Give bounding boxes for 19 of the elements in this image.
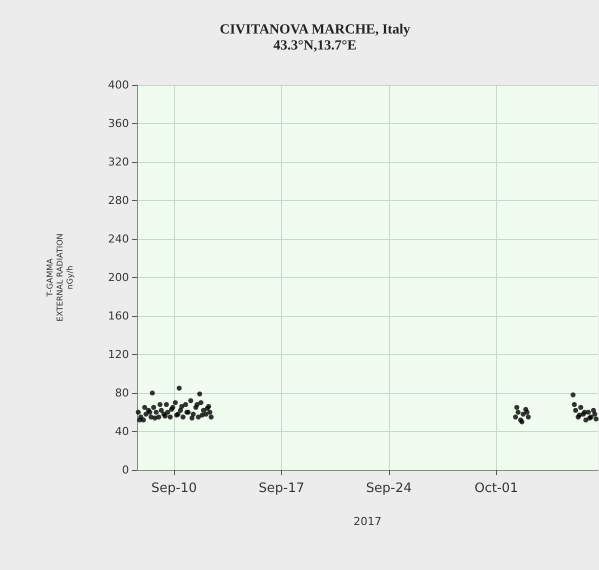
y-tick-label: 360 [108, 117, 129, 130]
x-axis-title: 2017 [354, 515, 382, 528]
y-tick-label: 120 [108, 348, 129, 361]
y-tick-label: 280 [108, 194, 129, 207]
y-tick-label: 0 [122, 464, 129, 476]
x-tick-label: Sep-24 [366, 481, 412, 496]
x-tick-label: Sep-17 [258, 481, 304, 496]
x-tick-label: Oct-01 [474, 481, 518, 496]
y-tick-label: 200 [108, 271, 129, 284]
x-tick-label: Sep-10 [151, 481, 197, 496]
y-axis-title: T-GAMMA EXTERNAL RADIATION nGy/h [46, 234, 74, 322]
y-tick-label: 240 [108, 232, 129, 246]
y-tick-label: 400 [108, 78, 129, 92]
chart-title: CIVITANOVA MARCHE, Italy [220, 22, 410, 38]
chart-subtitle: 43.3°N,13.7°E [273, 38, 357, 54]
y-tick-label: 80 [115, 386, 129, 400]
y-tick-label: 40 [115, 425, 129, 438]
y-tick-label: 160 [108, 310, 129, 322]
y-tick-label: 320 [108, 156, 129, 168]
